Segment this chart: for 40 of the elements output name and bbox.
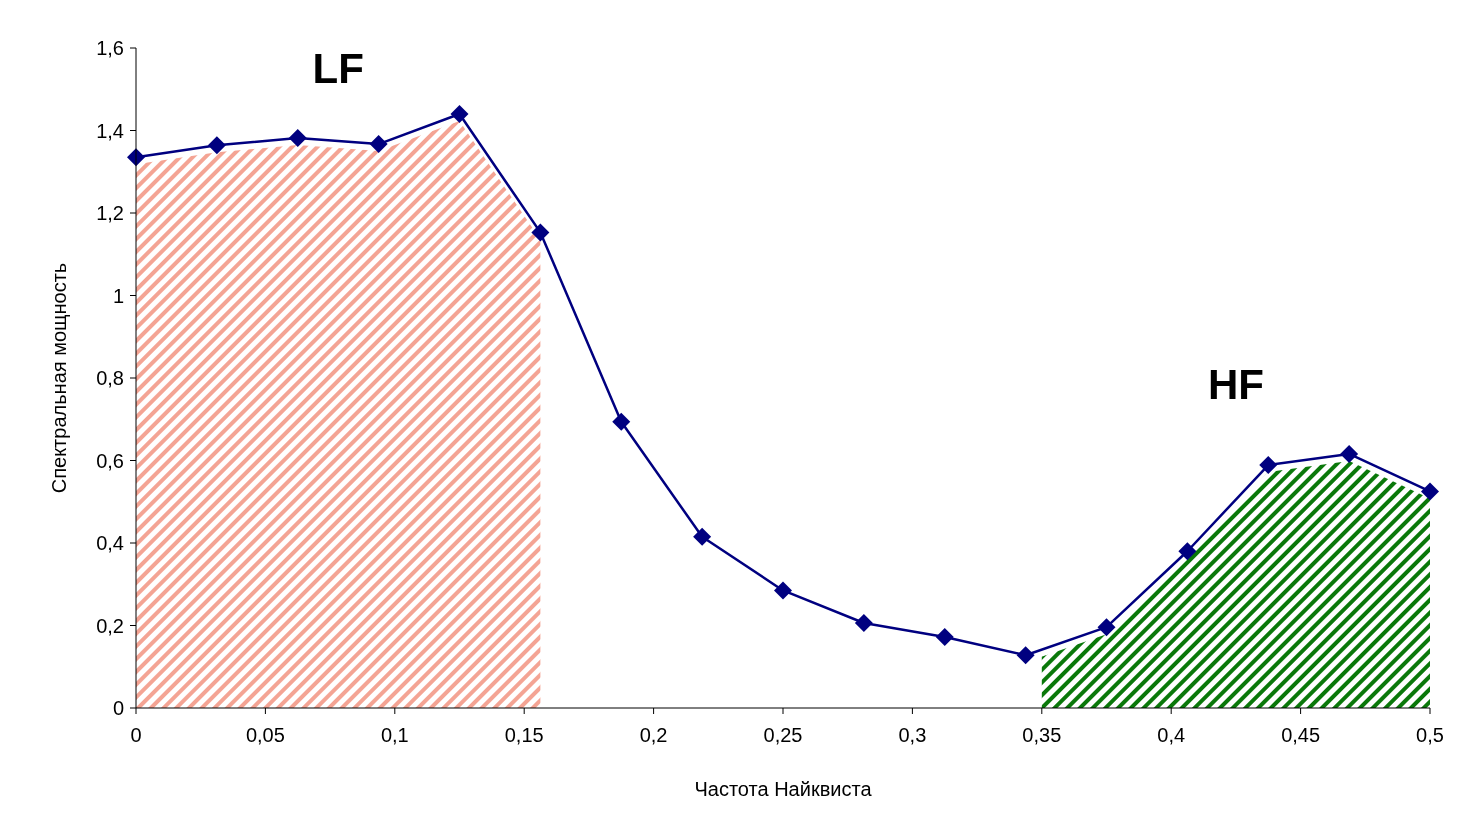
y-tick-label: 0,4 <box>96 532 124 554</box>
x-tick-label: 0 <box>130 724 142 746</box>
band-label: LF <box>312 44 364 92</box>
x-tick-label: 0,25 <box>763 724 803 746</box>
point <box>1016 646 1035 665</box>
point <box>935 628 954 647</box>
x-tick-label: 0,15 <box>504 724 544 746</box>
y-tick-label: 0,8 <box>96 367 124 389</box>
x-tick-label: 0,1 <box>380 724 409 746</box>
y-axis-title: Спектральная мощность <box>48 262 70 494</box>
point <box>693 527 712 546</box>
x-tick-label: 0,45 <box>1281 724 1321 746</box>
y-tick-label: 1,2 <box>96 202 124 224</box>
x-tick-label: 0,05 <box>245 724 285 746</box>
point <box>450 105 469 123</box>
y-tick-label: 1 <box>112 284 124 307</box>
y-tick-label: 1,4 <box>96 119 124 142</box>
point <box>207 136 226 155</box>
y-tick-label: 0,6 <box>96 449 124 472</box>
point <box>1259 456 1278 475</box>
y-tick-label: 0 <box>112 697 124 719</box>
point <box>1340 444 1359 463</box>
point <box>1097 618 1116 637</box>
band-label: HF <box>1207 360 1264 408</box>
point <box>1178 542 1197 561</box>
point <box>288 128 307 147</box>
point <box>369 135 388 154</box>
x-tick-label: 0,3 <box>898 724 927 746</box>
x-axis-title: Частота Найквиста <box>694 778 873 800</box>
point <box>531 223 550 242</box>
x-tick-label: 0,4 <box>1157 724 1186 746</box>
x-tick-label: 0,2 <box>639 724 668 746</box>
point <box>1421 482 1439 501</box>
point <box>854 614 873 633</box>
x-tick-label: 0,35 <box>1022 724 1062 746</box>
y-tick-label: 1,6 <box>96 37 124 59</box>
point <box>612 412 631 431</box>
point <box>774 581 792 600</box>
y-tick-label: 0,2 <box>96 614 124 637</box>
x-tick-label: 0,5 <box>1416 724 1444 746</box>
